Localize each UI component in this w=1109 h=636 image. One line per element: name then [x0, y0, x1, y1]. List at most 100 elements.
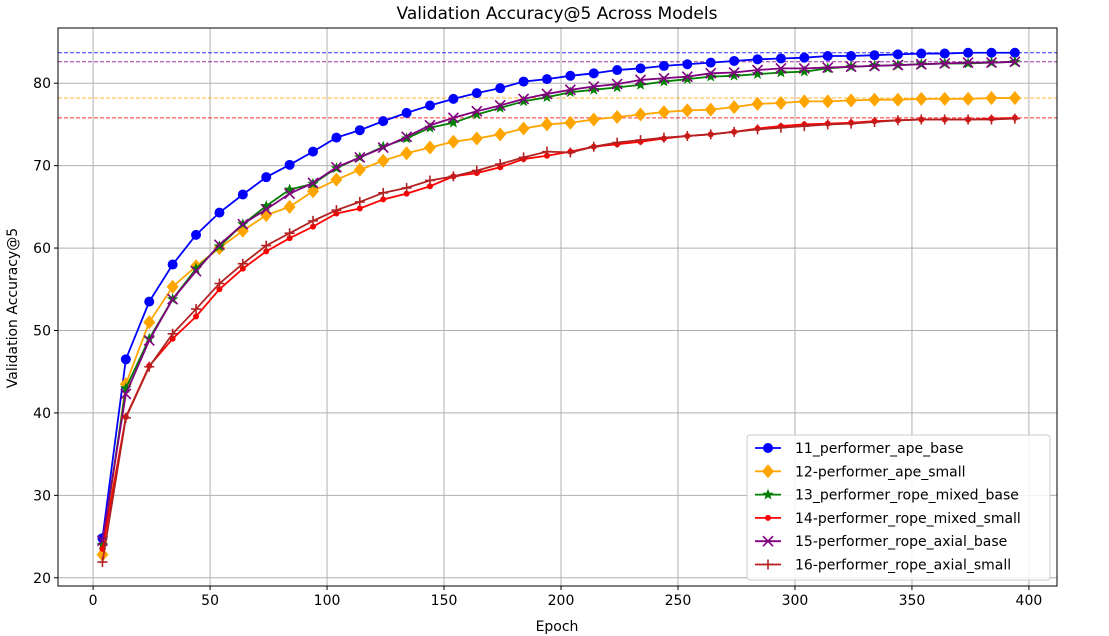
data-point	[447, 112, 459, 124]
data-point	[424, 121, 436, 133]
data-point	[166, 279, 179, 294]
data-point	[237, 258, 248, 269]
data-point	[401, 107, 412, 118]
x-tick-label: 0	[89, 593, 98, 609]
data-point	[657, 105, 670, 120]
data-point	[541, 146, 552, 157]
data-point	[658, 75, 670, 87]
data-point	[261, 172, 272, 183]
data-point	[681, 103, 694, 118]
x-axis-label: Epoch	[536, 619, 579, 635]
data-point	[962, 57, 974, 69]
data-point	[963, 47, 974, 58]
data-point	[120, 354, 131, 365]
data-point	[284, 188, 296, 200]
data-point	[541, 88, 553, 100]
x-tick-label: 50	[201, 593, 219, 609]
data-point	[915, 91, 928, 106]
data-point	[120, 412, 131, 423]
data-point	[143, 315, 156, 330]
legend-entry: 11_performer_ape_base	[755, 441, 964, 457]
data-point	[1009, 113, 1020, 124]
data-point	[565, 70, 576, 81]
data-point	[260, 200, 272, 211]
data-point	[611, 110, 624, 125]
data-point	[869, 116, 880, 127]
data-point	[868, 60, 881, 72]
legend-entry: 12-performer_ape_small	[755, 464, 966, 480]
series-line	[101, 51, 1015, 539]
chart-title: Validation Accuracy@5 Across Models	[397, 4, 718, 24]
data-point	[377, 141, 389, 154]
series-11_performer_ape_base	[97, 47, 1020, 544]
data-point	[762, 464, 774, 479]
data-point	[378, 187, 389, 198]
data-point	[331, 205, 342, 216]
data-point	[423, 140, 436, 155]
data-point	[939, 57, 951, 70]
data-point	[588, 68, 599, 79]
series-12-performer_ape_small	[96, 91, 1021, 562]
data-point	[540, 117, 553, 132]
data-point	[635, 135, 646, 146]
data-point	[518, 152, 529, 163]
data-point	[378, 116, 389, 127]
data-point	[765, 514, 771, 521]
data-point	[612, 65, 623, 76]
data-point	[775, 122, 786, 133]
data-point	[634, 78, 647, 90]
data-point	[517, 121, 530, 136]
x-tick-label: 200	[548, 593, 575, 609]
data-point	[213, 239, 225, 251]
y-tick-label: 50	[33, 323, 51, 339]
data-point	[1009, 47, 1020, 58]
data-point	[96, 547, 109, 562]
data-point	[191, 304, 202, 315]
data-point	[869, 50, 880, 61]
data-point	[263, 248, 270, 255]
legend-entry: 14-performer_rope_mixed_small	[755, 511, 1021, 527]
data-point	[518, 93, 530, 105]
data-point	[190, 265, 202, 277]
legend-label: 14-performer_rope_mixed_small	[795, 511, 1021, 527]
data-point	[564, 115, 577, 130]
data-point	[353, 162, 366, 177]
data-point	[471, 88, 482, 99]
data-point	[634, 74, 647, 86]
data-point	[356, 205, 363, 212]
data-point	[380, 196, 387, 203]
data-point	[471, 165, 482, 176]
data-point	[822, 119, 833, 130]
data-point	[985, 91, 998, 106]
data-point	[705, 70, 717, 82]
data-point	[193, 313, 200, 320]
series-line	[101, 60, 1015, 541]
legend-label: 13_performer_rope_mixed_base	[795, 488, 1019, 504]
axis-ticks: 0 50 100 150 200 250 300 350 400 20 30 40 50 60 70 80	[33, 76, 1042, 609]
y-tick-label: 60	[33, 241, 51, 257]
y-tick-label: 30	[33, 488, 51, 504]
data-point	[892, 59, 904, 71]
plot-frame	[57, 27, 1058, 587]
data-point	[401, 182, 412, 193]
data-point	[354, 196, 365, 207]
data-point	[799, 121, 810, 132]
data-point	[798, 62, 810, 74]
data-point	[846, 51, 857, 62]
reference-lines	[58, 52, 1057, 119]
data-point	[143, 332, 155, 344]
data-point	[939, 114, 950, 125]
data-point	[635, 63, 646, 74]
data-point	[752, 54, 763, 65]
data-point	[775, 62, 787, 74]
legend-label: 12-performer_ape_small	[795, 464, 966, 480]
series-lines	[96, 47, 1021, 568]
data-point	[588, 141, 599, 152]
data-point	[495, 158, 506, 169]
data-point	[494, 99, 506, 112]
data-point	[985, 57, 998, 69]
data-point	[751, 64, 764, 76]
data-point	[541, 74, 552, 85]
data-point	[310, 223, 317, 230]
